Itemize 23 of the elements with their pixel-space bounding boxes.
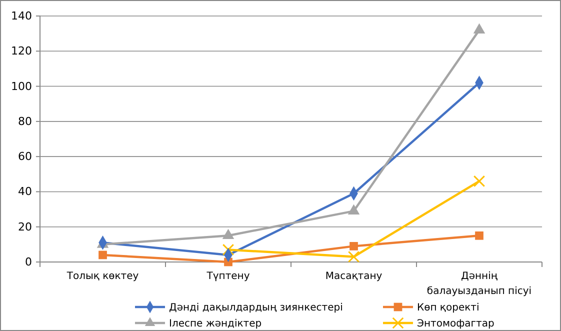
point bbox=[222, 244, 234, 256]
point bbox=[473, 23, 486, 34]
legend-label: Энтомофагтар bbox=[417, 318, 494, 330]
legend-label: Көп қоректі bbox=[417, 302, 480, 314]
legend-label: Дәнді дақылдардың зиянкестері bbox=[169, 302, 343, 314]
y-tick-label: 100 bbox=[11, 80, 32, 93]
point bbox=[348, 250, 360, 263]
point bbox=[98, 250, 107, 260]
y-tick-label: 40 bbox=[18, 185, 32, 198]
legend-label: Ілеспе жәндіктер bbox=[169, 318, 262, 330]
y-tick-label: 120 bbox=[11, 44, 32, 58]
x-tick-label: Масақтану bbox=[325, 271, 382, 282]
point bbox=[475, 231, 484, 240]
x-tick-label: Дәннің балауызданып пісуі bbox=[426, 271, 532, 298]
y-tick-label: 80 bbox=[18, 114, 32, 128]
point bbox=[473, 175, 486, 188]
x-tick-label: Түптену bbox=[206, 271, 250, 282]
point bbox=[350, 242, 358, 250]
y-tick-label: 60 bbox=[18, 150, 32, 164]
x-tick-label: Толық көктеу bbox=[66, 271, 139, 282]
y-tick-label: 20 bbox=[18, 220, 32, 234]
y-tick-label: 0 bbox=[25, 256, 32, 269]
y-tick-label: 140 bbox=[11, 10, 32, 23]
